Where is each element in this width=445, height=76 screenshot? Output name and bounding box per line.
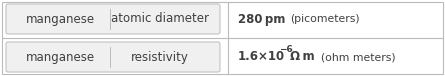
Text: manganese: manganese xyxy=(25,50,95,64)
Text: resistivity: resistivity xyxy=(131,50,189,64)
Text: (ohm meters): (ohm meters) xyxy=(321,52,396,62)
FancyBboxPatch shape xyxy=(6,4,220,34)
Text: 280 pm: 280 pm xyxy=(238,12,285,26)
Text: atomic diameter: atomic diameter xyxy=(111,12,209,26)
Text: (picometers): (picometers) xyxy=(290,14,360,24)
FancyBboxPatch shape xyxy=(6,42,220,72)
Text: 1.6×10: 1.6×10 xyxy=(238,50,285,64)
Text: Ω m: Ω m xyxy=(290,50,315,64)
Text: −6: −6 xyxy=(279,46,293,54)
Text: manganese: manganese xyxy=(25,12,95,26)
